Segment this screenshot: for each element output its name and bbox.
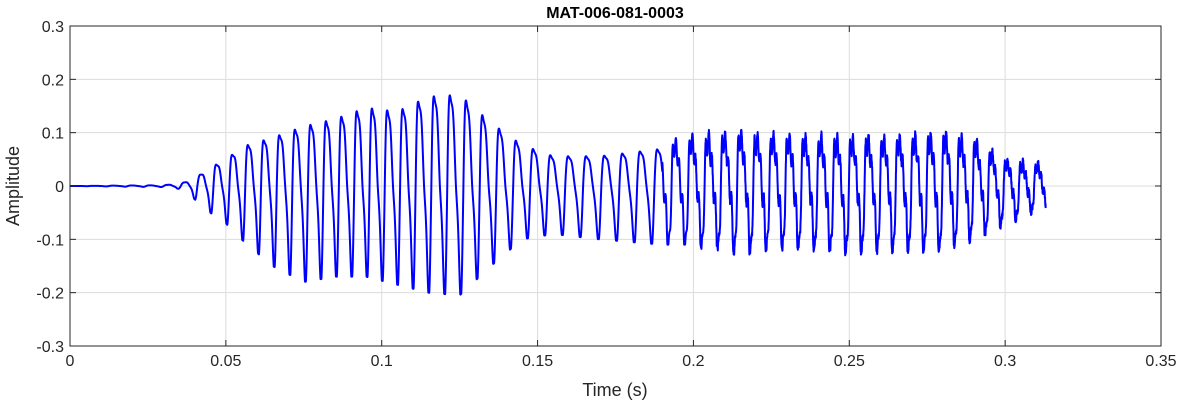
- y-tick-label: -0.2: [36, 286, 64, 303]
- x-tick-label: 0.15: [522, 353, 553, 370]
- x-tick-label: 0.05: [210, 353, 241, 370]
- x-tick-label: 0.1: [371, 353, 393, 370]
- x-axis-label: Time (s): [582, 380, 647, 400]
- x-tick-label: 0.2: [682, 353, 704, 370]
- x-tick-label: 0.3: [994, 353, 1016, 370]
- series-layer: [69, 94, 1047, 296]
- y-tick-label: 0.2: [42, 72, 64, 89]
- y-tick-label: 0.1: [42, 126, 64, 143]
- chart-title: MAT-006-081-0003: [546, 5, 684, 22]
- y-tick-label: 0: [55, 179, 64, 196]
- y-tick-label: 0.3: [42, 19, 64, 36]
- x-tick-label: 0.25: [834, 353, 865, 370]
- tick-layer: 0 0.05 0.1 0.15 0.2 0.25 0.3 0.35 -0.3 -0.2 -0.1 0 0…: [36, 19, 1176, 370]
- amplitude-waveform-line: [69, 94, 1047, 296]
- x-tick-label: 0: [66, 353, 75, 370]
- y-tick-label: -0.3: [36, 339, 64, 356]
- y-tick-label: -0.1: [36, 232, 64, 249]
- x-tick-label: 0.35: [1145, 353, 1176, 370]
- y-axis-label: Amplitude: [3, 146, 23, 226]
